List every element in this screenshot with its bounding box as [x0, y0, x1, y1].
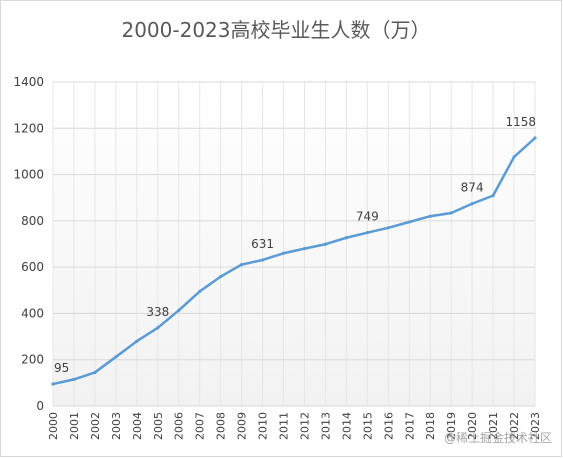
y-tick-label: 0 — [36, 399, 44, 413]
y-tick-label: 1200 — [13, 121, 44, 135]
x-tick-label: 2012 — [298, 412, 311, 440]
data-point — [240, 262, 244, 267]
data-label: 749 — [356, 210, 379, 224]
data-point — [512, 155, 516, 159]
x-tick-label: 2022 — [508, 412, 521, 440]
data-label: 95 — [54, 361, 69, 375]
watermark: @稀土掘金技术社区 — [444, 430, 552, 445]
series — [51, 136, 537, 386]
x-tick-label: 2010 — [257, 412, 270, 440]
x-tick-label: 2002 — [89, 412, 102, 440]
x-tick-label: 2007 — [194, 412, 207, 440]
data-point — [281, 251, 286, 255]
data-point — [302, 247, 307, 251]
y-tick-label: 200 — [21, 353, 44, 367]
data-point — [533, 136, 537, 140]
x-tick-label: 2000 — [47, 412, 60, 440]
data-label: 874 — [461, 181, 484, 195]
x-tick-label: 2014 — [340, 412, 353, 440]
x-tick-label: 2017 — [403, 412, 416, 440]
x-tick-label: 2018 — [424, 412, 437, 440]
data-labels: 95 338 631 749 874 1158 — [54, 115, 536, 375]
x-tick-label: 2005 — [152, 412, 165, 440]
data-point — [449, 211, 453, 215]
data-label: 1158 — [505, 115, 536, 129]
series-line — [51, 136, 537, 386]
data-point — [365, 231, 369, 235]
data-point — [93, 370, 97, 375]
data-point — [428, 214, 432, 218]
x-tick-label: 2016 — [382, 412, 395, 440]
y-tick-label: 800 — [21, 214, 44, 228]
data-point — [135, 339, 139, 343]
x-tick-label: 2013 — [319, 412, 332, 440]
data-point — [470, 202, 474, 206]
x-tick-label: 2015 — [361, 412, 374, 440]
data-point — [491, 194, 495, 198]
data-point — [156, 326, 160, 330]
y-tick-label: 1000 — [13, 168, 44, 182]
data-point — [72, 377, 76, 381]
y-tick-label: 1400 — [13, 75, 44, 89]
x-tick-label: 2006 — [173, 412, 186, 440]
x-tick-label: 2019 — [445, 412, 458, 440]
y-tick-label: 400 — [21, 306, 44, 320]
y-tick-label: 600 — [21, 260, 44, 274]
data-point — [219, 275, 223, 279]
data-point — [198, 289, 202, 294]
data-point — [407, 220, 411, 224]
x-tick-label: 2003 — [110, 412, 123, 440]
data-point — [177, 308, 181, 313]
x-tick-label: 2011 — [278, 412, 291, 440]
x-axis: 2000 2001 2002 2003 2004 2005 2006 2007 2008 2009… — [47, 412, 542, 440]
x-tick-label: 2009 — [236, 412, 249, 440]
x-tick-label: 2021 — [487, 412, 500, 440]
data-label: 338 — [146, 305, 169, 319]
data-point — [51, 382, 55, 386]
y-axis: 0 200 400 600 800 1000 1200 1400 — [13, 75, 44, 413]
data-point — [344, 236, 348, 240]
grid — [52, 81, 536, 407]
data-point — [386, 226, 390, 230]
chart-title: 2000-2023高校毕业生人数（万） — [121, 18, 430, 42]
data-point — [114, 355, 118, 359]
data-label: 631 — [251, 237, 274, 251]
plot-area — [53, 82, 535, 406]
data-point — [260, 258, 265, 262]
x-tick-label: 2008 — [215, 412, 228, 440]
x-tick-label: 2004 — [131, 412, 144, 440]
x-tick-label: 2001 — [68, 412, 81, 440]
x-tick-label: 2023 — [529, 412, 542, 440]
data-point — [323, 242, 328, 246]
x-tick-label: 2020 — [466, 412, 479, 440]
